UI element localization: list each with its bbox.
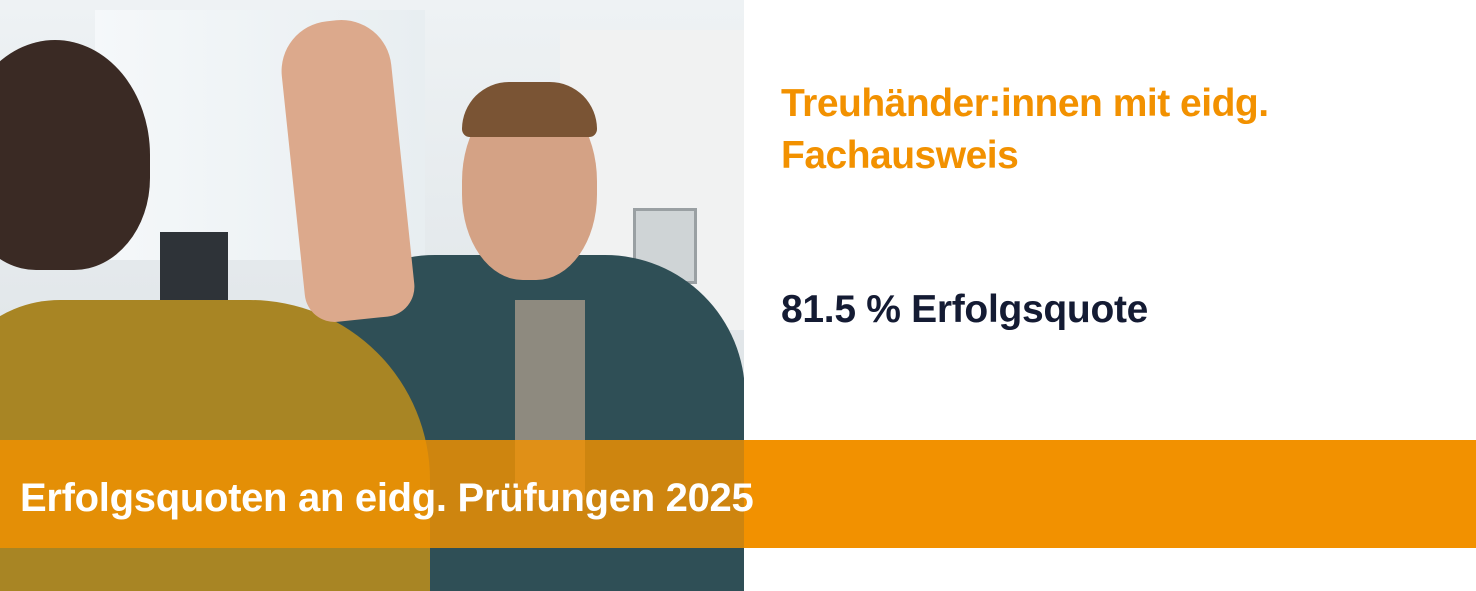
orange-banner (0, 440, 1476, 548)
photo-man-hair (462, 82, 597, 137)
banner-title: Erfolgsquoten an eidg. Prüfungen 2025 (20, 476, 754, 520)
title-line-2: Fachausweis (781, 134, 1019, 177)
banner-overlay (0, 440, 744, 548)
page-title: Treuhänder:innen mit eidg. Fachausweis (781, 78, 1269, 182)
title-line-1: Treuhänder:innen mit eidg. (781, 82, 1269, 125)
photo-woman-hair (0, 40, 150, 270)
success-rate: 81.5 % Erfolgsquote (781, 288, 1149, 331)
banner-solid (744, 440, 1476, 548)
